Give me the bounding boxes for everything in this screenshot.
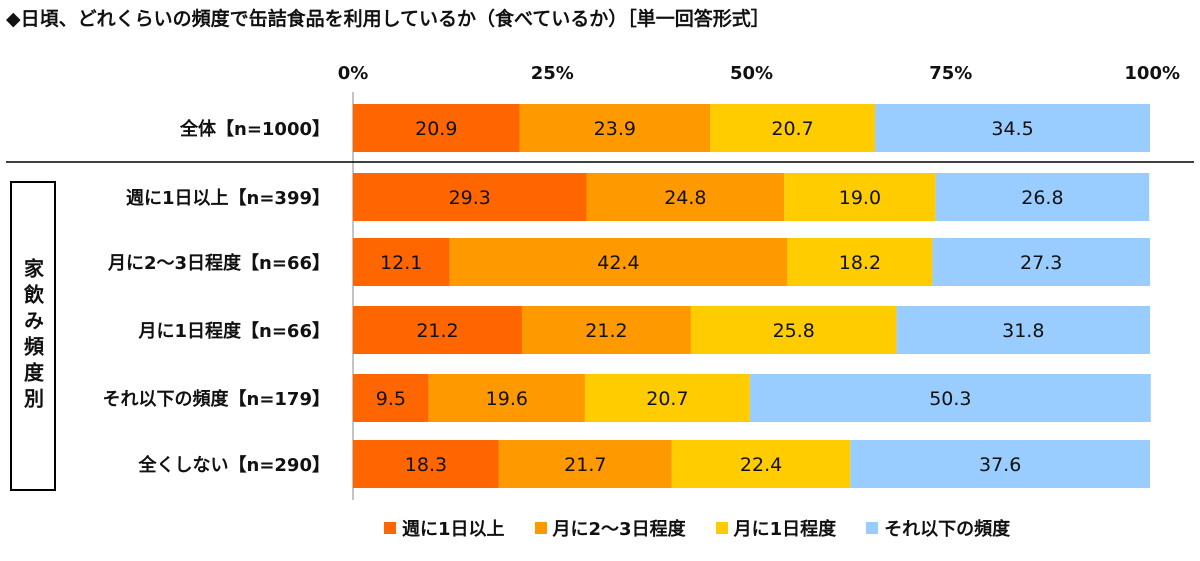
data-label: 31.8 (1002, 320, 1044, 342)
legend-swatch (715, 522, 728, 534)
chart-title: ◆日頃、どれくらいの頻度で缶詰食品を利用しているか（食べているか）［単一回答形式… (6, 8, 770, 30)
bar-segment (353, 440, 499, 488)
bar-segment (584, 374, 750, 422)
data-label: 19.6 (486, 388, 528, 410)
bar-segment (353, 374, 429, 422)
data-label: 23.9 (594, 118, 636, 140)
legend-label: 月に1日程度 (733, 519, 837, 540)
data-label: 19.0 (839, 187, 881, 209)
bar-segment (710, 104, 876, 152)
bar-segment (850, 440, 1150, 488)
bar-segment (784, 173, 936, 221)
data-label: 22.4 (740, 454, 782, 476)
bar-segment (671, 440, 851, 488)
legend-item: 月に1日程度 (715, 515, 837, 541)
x-tick-label: 50% (730, 63, 773, 84)
data-label: 18.3 (405, 454, 447, 476)
bar-segment (353, 238, 450, 286)
legend-swatch (534, 522, 547, 534)
data-label: 18.2 (839, 252, 881, 274)
legend-item: 月に2～3日程度 (534, 515, 686, 541)
data-label: 37.6 (979, 454, 1021, 476)
data-label: 20.9 (415, 118, 457, 140)
data-label: 24.8 (664, 187, 706, 209)
legend: 週に1日以上 月に2～3日程度 月に1日程度 それ以下の頻度 (384, 516, 1040, 540)
x-tick-label: 0% (338, 63, 369, 84)
data-label: 29.3 (449, 187, 491, 209)
data-label: 21.7 (564, 454, 606, 476)
bar-segment (449, 238, 788, 286)
bar-segment (932, 238, 1150, 286)
legend-label: 月に2～3日程度 (552, 519, 686, 540)
data-label: 20.7 (771, 118, 813, 140)
category-label: 月に1日程度【n=66】 (138, 320, 330, 342)
category-label: それ以下の頻度【n=179】 (103, 388, 330, 410)
bar-segment (353, 306, 522, 354)
bar-segment (787, 238, 933, 286)
category-label: 月に2～3日程度【n=66】 (107, 252, 330, 274)
group-label-box (10, 181, 56, 491)
data-label: 27.3 (1020, 252, 1062, 274)
bar-segment (521, 306, 691, 354)
legend-item: 週に1日以上 (384, 515, 505, 541)
bar-segment (428, 374, 585, 422)
x-tick-label: 75% (929, 63, 972, 84)
data-label: 21.2 (585, 320, 627, 342)
data-label: 21.2 (416, 320, 458, 342)
bar-segment (749, 374, 1151, 422)
category-label: 週に1日以上【n=399】 (126, 188, 330, 209)
bar-segment (586, 173, 785, 221)
bar-segment (896, 306, 1150, 354)
category-label: 全くしない【n=290】 (138, 454, 330, 476)
data-label: 9.5 (376, 388, 406, 410)
bar-segment (498, 440, 672, 488)
group-label: 家飲み頻度別 (20, 258, 45, 414)
bar-segment (353, 104, 520, 152)
legend-swatch (384, 522, 396, 534)
data-label: 50.3 (929, 388, 971, 410)
x-tick-label: 25% (531, 63, 574, 84)
data-label: 12.1 (380, 252, 422, 274)
data-label: 20.7 (646, 388, 688, 410)
bar-segment (875, 104, 1150, 152)
bar-segment (353, 173, 587, 221)
data-label: 34.5 (991, 118, 1033, 140)
legend-label: 週に1日以上 (402, 519, 505, 540)
bar-segment (519, 104, 711, 152)
x-tick-label: 100% (1124, 63, 1180, 84)
legend-swatch (866, 522, 879, 534)
legend-label: それ以下の頻度 (884, 519, 1011, 540)
category-label: 全体【n=1000】 (179, 118, 330, 140)
data-label: 25.8 (773, 320, 815, 342)
data-label: 42.4 (597, 252, 639, 274)
bar-segment (935, 173, 1150, 221)
bar-segment (690, 306, 897, 354)
data-label: 26.8 (1021, 187, 1063, 209)
legend-item: それ以下の頻度 (866, 515, 1010, 541)
